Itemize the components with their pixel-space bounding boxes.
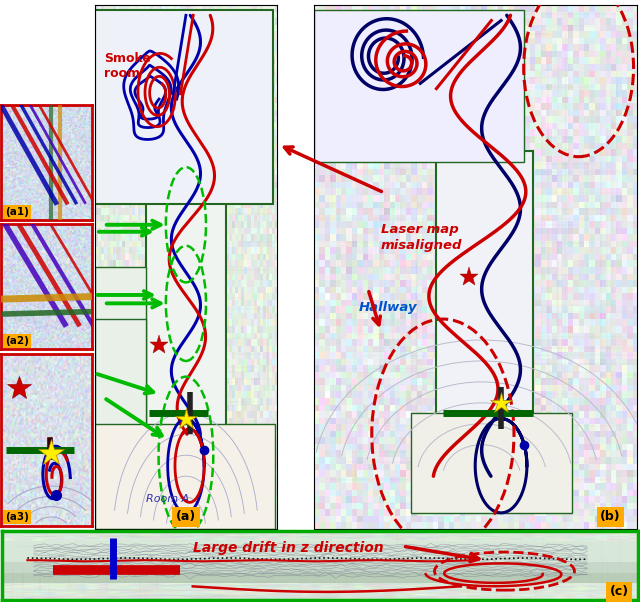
Polygon shape xyxy=(2,541,638,562)
Polygon shape xyxy=(95,10,273,204)
Polygon shape xyxy=(2,573,638,583)
Text: (c): (c) xyxy=(609,585,628,598)
Text: (a): (a) xyxy=(176,510,196,523)
Polygon shape xyxy=(2,562,638,573)
Text: Room A: Room A xyxy=(146,494,189,504)
Polygon shape xyxy=(95,267,146,424)
Text: Smoke
room: Smoke room xyxy=(104,52,150,80)
Polygon shape xyxy=(314,10,524,162)
Polygon shape xyxy=(146,172,226,529)
Polygon shape xyxy=(95,424,275,529)
Text: (b): (b) xyxy=(600,510,621,523)
Polygon shape xyxy=(436,152,533,513)
Text: Hallway: Hallway xyxy=(358,301,417,314)
Text: (a3): (a3) xyxy=(5,512,29,523)
Polygon shape xyxy=(411,414,572,513)
Text: (a1): (a1) xyxy=(5,207,29,217)
Text: Laser map
misaligned: Laser map misaligned xyxy=(381,223,462,252)
Text: Large drift in z direction: Large drift in z direction xyxy=(193,541,383,554)
Text: (a2): (a2) xyxy=(5,336,29,346)
Polygon shape xyxy=(95,319,146,529)
